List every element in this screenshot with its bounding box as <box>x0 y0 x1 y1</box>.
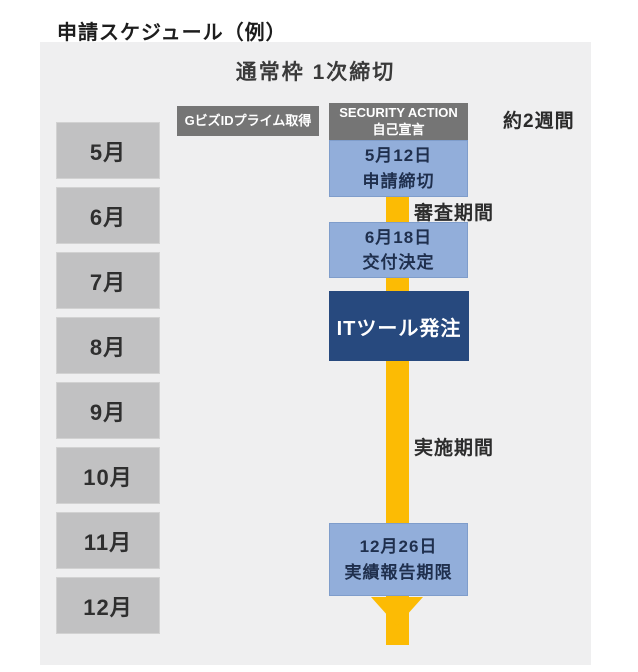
security-action-line1: SECURITY ACTION <box>339 105 458 121</box>
review-period-label: 審査期間 <box>414 203 495 224</box>
month-box-december: 12月 <box>56 577 160 634</box>
month-box-may: 5月 <box>56 122 160 179</box>
implementation-period-label: 実施期間 <box>414 438 495 459</box>
result-report-deadline-box: 12月26日 実績報告期限 <box>329 523 468 596</box>
duration-note: 約2週間 <box>503 111 575 132</box>
it-tool-order-label: ITツール発注 <box>336 317 462 340</box>
schedule-panel: 通常枠 1次締切 5月 6月 7月 8月 9月 10月 11月 12月 GビズI… <box>40 42 591 665</box>
application-deadline-label: 申請締切 <box>362 171 435 191</box>
security-action-line2: 自己宣言 <box>372 121 425 137</box>
grant-decision-date: 6月18日 <box>364 227 433 247</box>
grant-decision-box: 6月18日 交付決定 <box>329 222 468 278</box>
application-deadline-box: 5月12日 申請締切 <box>329 140 468 197</box>
month-box-june: 6月 <box>56 187 160 244</box>
month-box-october: 10月 <box>56 447 160 504</box>
result-report-label: 実績報告期限 <box>344 562 453 582</box>
month-box-september: 9月 <box>56 382 160 439</box>
month-box-november: 11月 <box>56 512 160 569</box>
security-action-box: SECURITY ACTION 自己宣言 <box>329 103 468 140</box>
panel-header: 通常枠 1次締切 <box>235 61 396 84</box>
result-report-date: 12月26日 <box>359 537 438 556</box>
page-title: 申請スケジュール（例） <box>57 22 287 44</box>
month-box-august: 8月 <box>56 317 160 374</box>
gbiz-id-prime-label: GビズIDプライム取得 <box>184 112 312 128</box>
application-deadline-date: 5月12日 <box>364 146 433 165</box>
month-rail: 5月 6月 7月 8月 9月 10月 11月 12月 <box>56 122 160 634</box>
grant-decision-label: 交付決定 <box>362 253 435 272</box>
timeline-arrowhead-icon <box>371 597 423 626</box>
gbiz-id-prime-box: GビズIDプライム取得 <box>177 106 319 136</box>
month-box-july: 7月 <box>56 252 160 309</box>
it-tool-order-box: ITツール発注 <box>329 291 469 361</box>
